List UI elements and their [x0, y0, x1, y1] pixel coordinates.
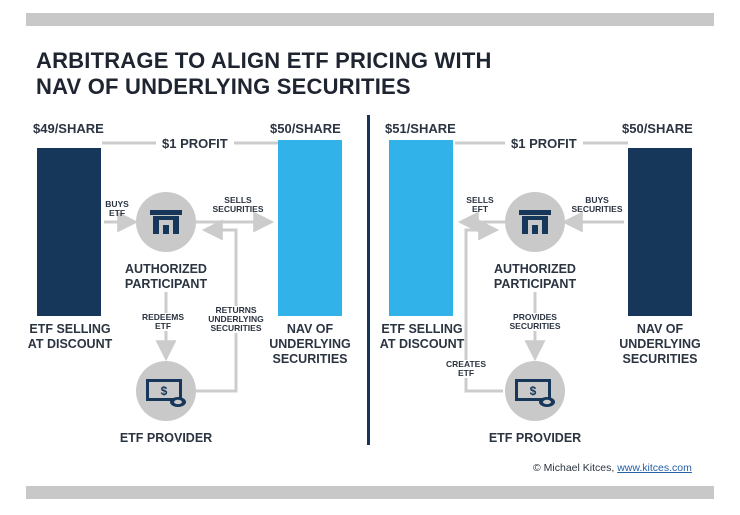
left-ap-label: AUTHORIZED PARTICIPANT: [124, 262, 208, 291]
left-profit-label: $1 PROFIT: [156, 136, 234, 151]
credit-text: © Michael Kitces,: [533, 462, 618, 474]
left-returns-securities-label: RETURNS UNDERLYING SECURITIES: [203, 306, 269, 333]
right-arrow-creates-etf: [464, 219, 503, 393]
right-nav-price: $50/SHARE: [622, 121, 693, 136]
storefront-icon: [136, 192, 196, 252]
credit-link[interactable]: www.kitces.com: [617, 462, 692, 474]
right-etf-label: ETF SELLING AT DISCOUNT: [379, 322, 465, 351]
right-nav-bar: [628, 148, 692, 316]
left-etf-label: ETF SELLING AT DISCOUNT: [27, 322, 113, 351]
right-etf-price: $51/SHARE: [385, 121, 456, 136]
right-profit-label: $1 PROFIT: [505, 136, 583, 151]
credit-line: © Michael Kitces, www.kitces.com: [533, 462, 692, 474]
storefront-icon: [505, 192, 565, 252]
right-buys-securities-label: BUYS SECURITIES: [571, 195, 623, 214]
panel-divider: [367, 115, 370, 445]
money-bill-icon: $: [505, 361, 565, 421]
left-buys-etf-label: BUYS ETF: [105, 199, 129, 218]
right-provider-label: ETF PROVIDER: [488, 431, 582, 445]
svg-text:$: $: [161, 384, 168, 398]
left-etf-bar: [37, 148, 101, 316]
right-nav-label: NAV OF UNDERLYING SECURITIES: [619, 322, 701, 366]
left-nav-price: $50/SHARE: [270, 121, 341, 136]
left-sells-securities-label: SELLS SECURITIES: [212, 195, 264, 214]
bottom-band: [26, 486, 714, 499]
right-creates-etf-label: CREATES ETF: [440, 360, 492, 378]
right-ap-label: AUTHORIZED PARTICIPANT: [493, 262, 577, 291]
left-nav-bar: [278, 140, 342, 316]
right-provides-securities-label: PROVIDES SECURITIES: [500, 313, 570, 331]
svg-text:$: $: [530, 384, 537, 398]
right-etf-bar: [389, 140, 453, 316]
left-nav-label: NAV OF UNDERLYING SECURITIES: [269, 322, 351, 366]
right-sells-eft-label: SELLS EFT: [466, 195, 494, 214]
page-title: ARBITRAGE TO ALIGN ETF PRICING WITH NAV …: [36, 48, 492, 99]
left-etf-price: $49/SHARE: [33, 121, 104, 136]
left-redeems-etf-label: REDEEMS ETF: [135, 313, 191, 331]
money-bill-icon: $: [136, 361, 196, 421]
top-band: [26, 13, 714, 26]
left-provider-label: ETF PROVIDER: [119, 431, 213, 445]
